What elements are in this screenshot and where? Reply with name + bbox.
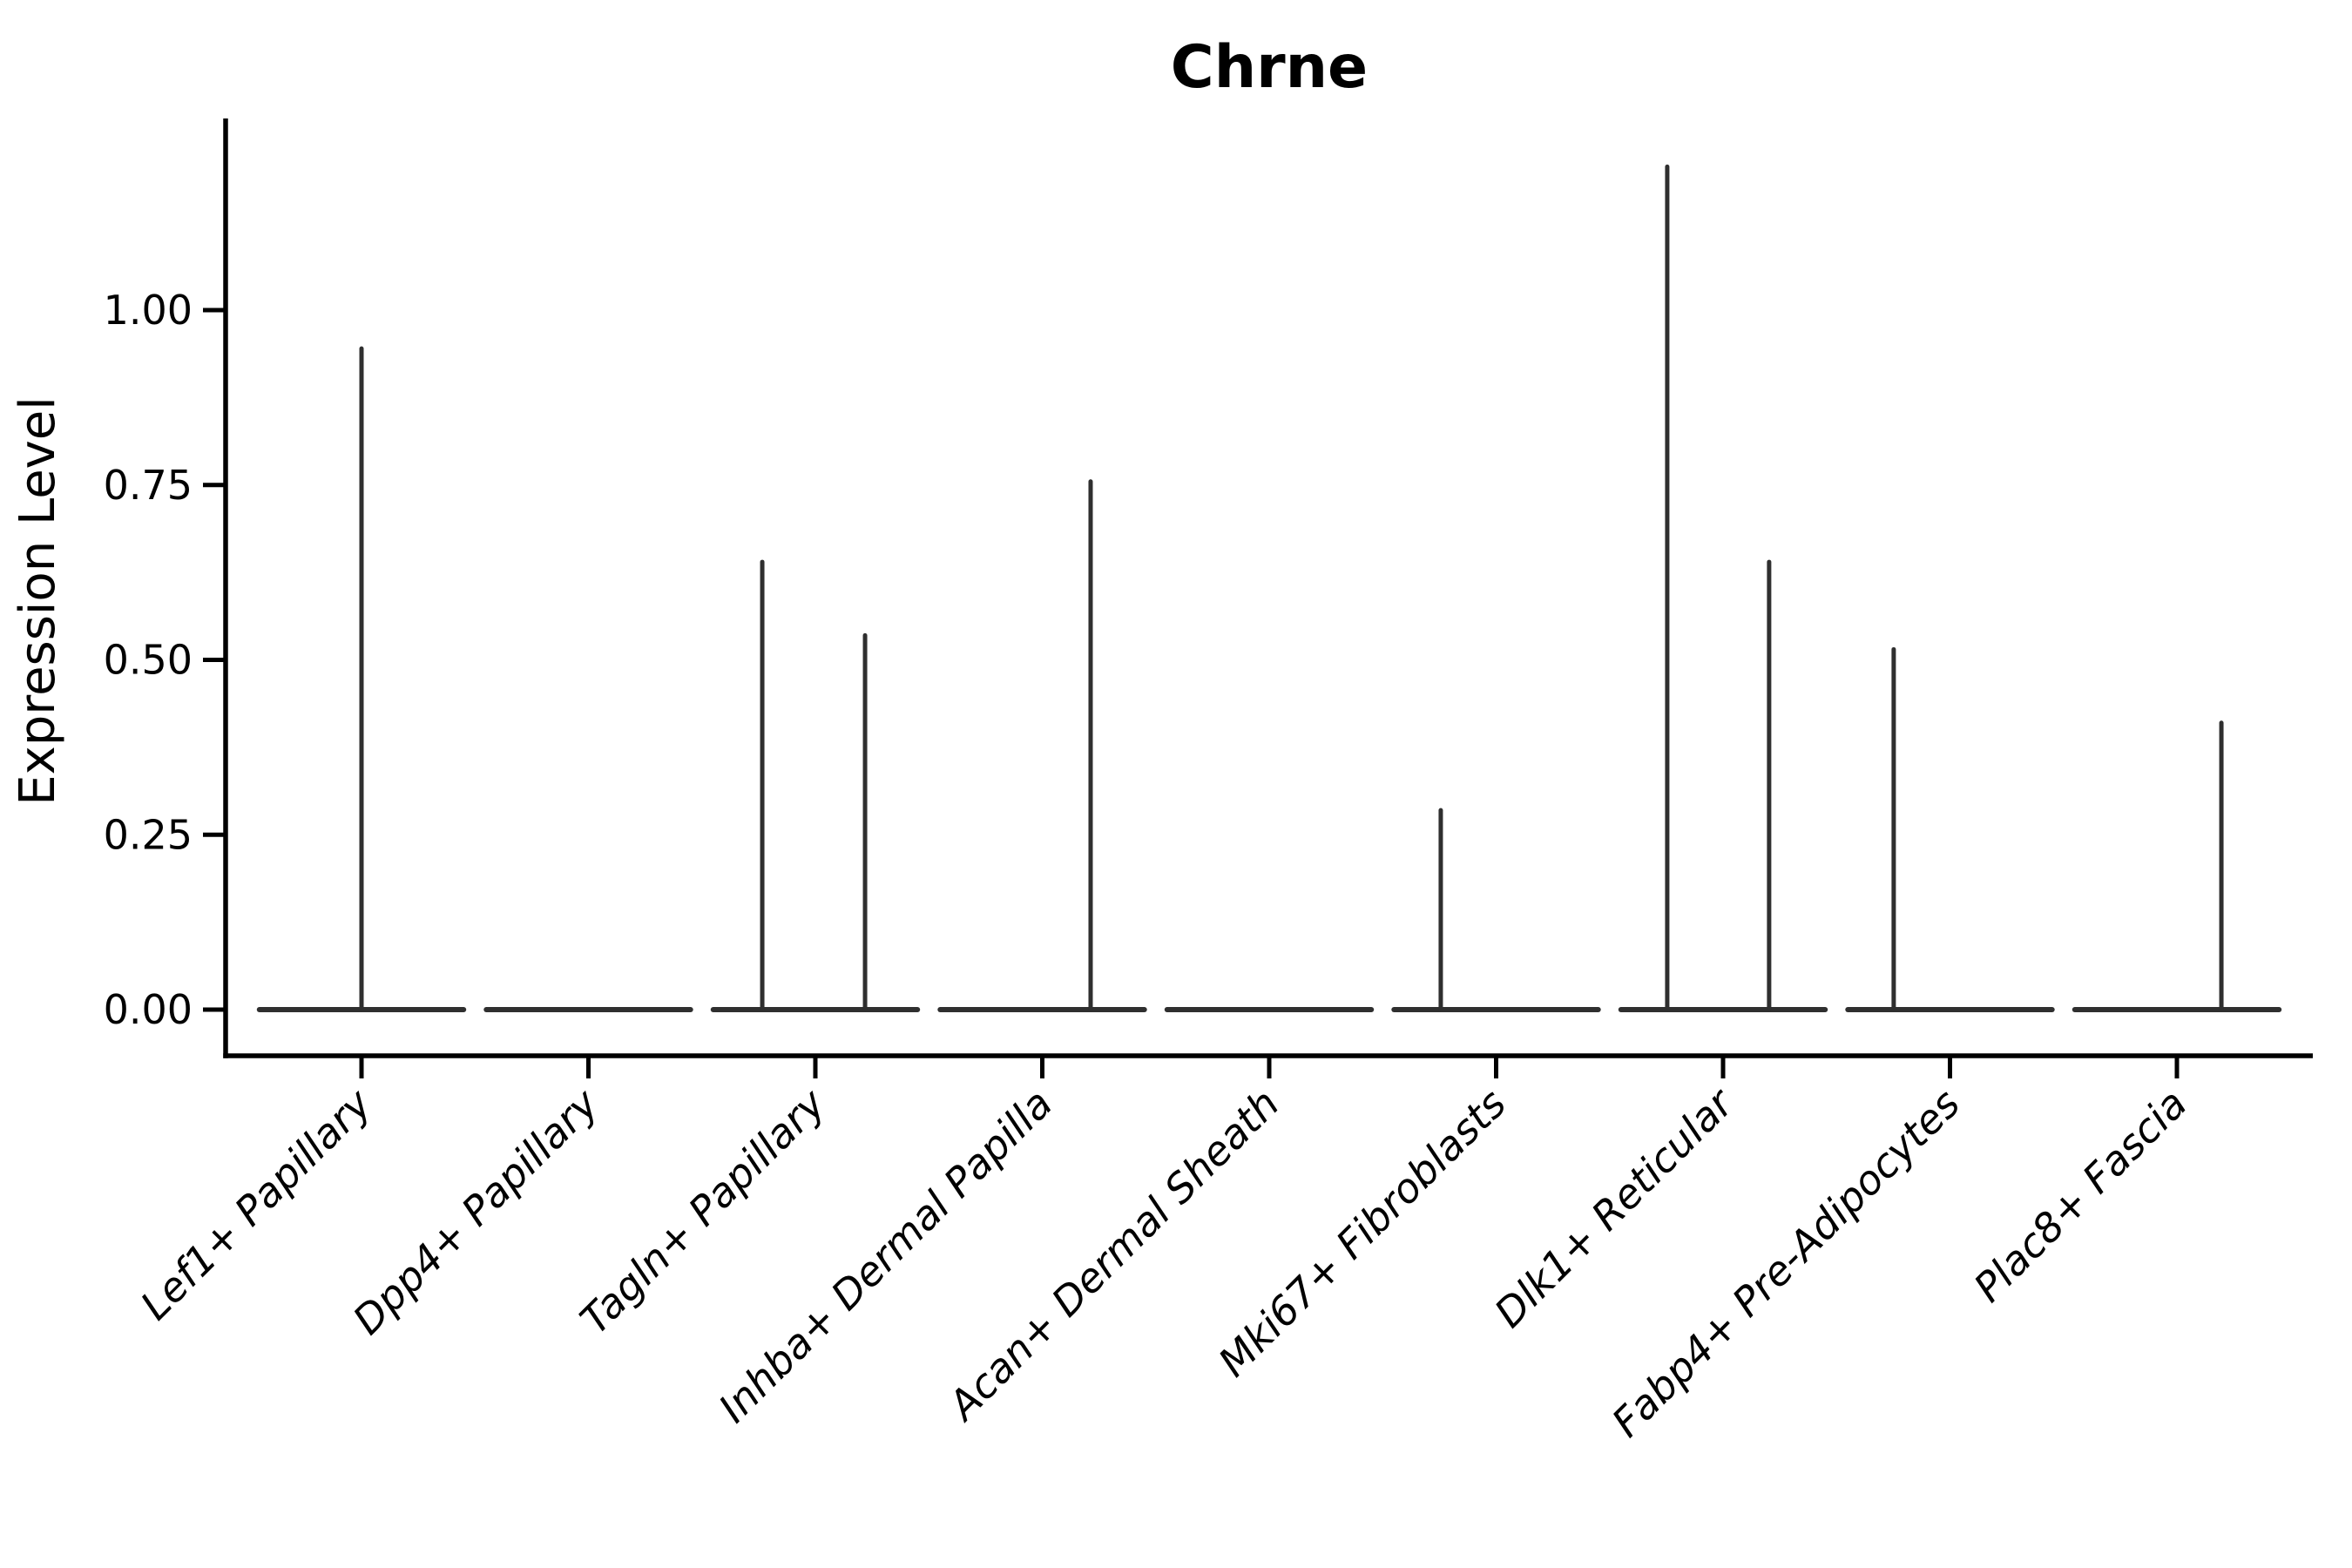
chart-title: Chrne — [1171, 33, 1368, 102]
y-axis-ticks: 0.00 0.25 0.50 0.75 1.00 — [104, 287, 226, 1033]
x-tick-label: Lef1+ Papillary — [132, 1079, 381, 1328]
axes-spines — [223, 118, 2313, 1058]
y-tick-label: 0.00 — [104, 986, 193, 1033]
x-tick-label: Dlk1+ Reticular — [1485, 1078, 1744, 1336]
y-axis-label: Expression Level — [10, 396, 66, 806]
y-tick-label: 0.50 — [104, 637, 193, 684]
y-tick-label: 0.25 — [104, 811, 193, 858]
y-tick-label: 1.00 — [104, 287, 193, 334]
y-tick-label: 0.75 — [104, 462, 193, 509]
x-tick-label: Dpp4+ Papillary — [344, 1079, 608, 1343]
x-tick-label: Plac8+ Fascia — [1964, 1080, 2195, 1311]
violins-layer — [256, 164, 2282, 1012]
x-tick-label: Tagln+ Papillary — [571, 1079, 835, 1343]
